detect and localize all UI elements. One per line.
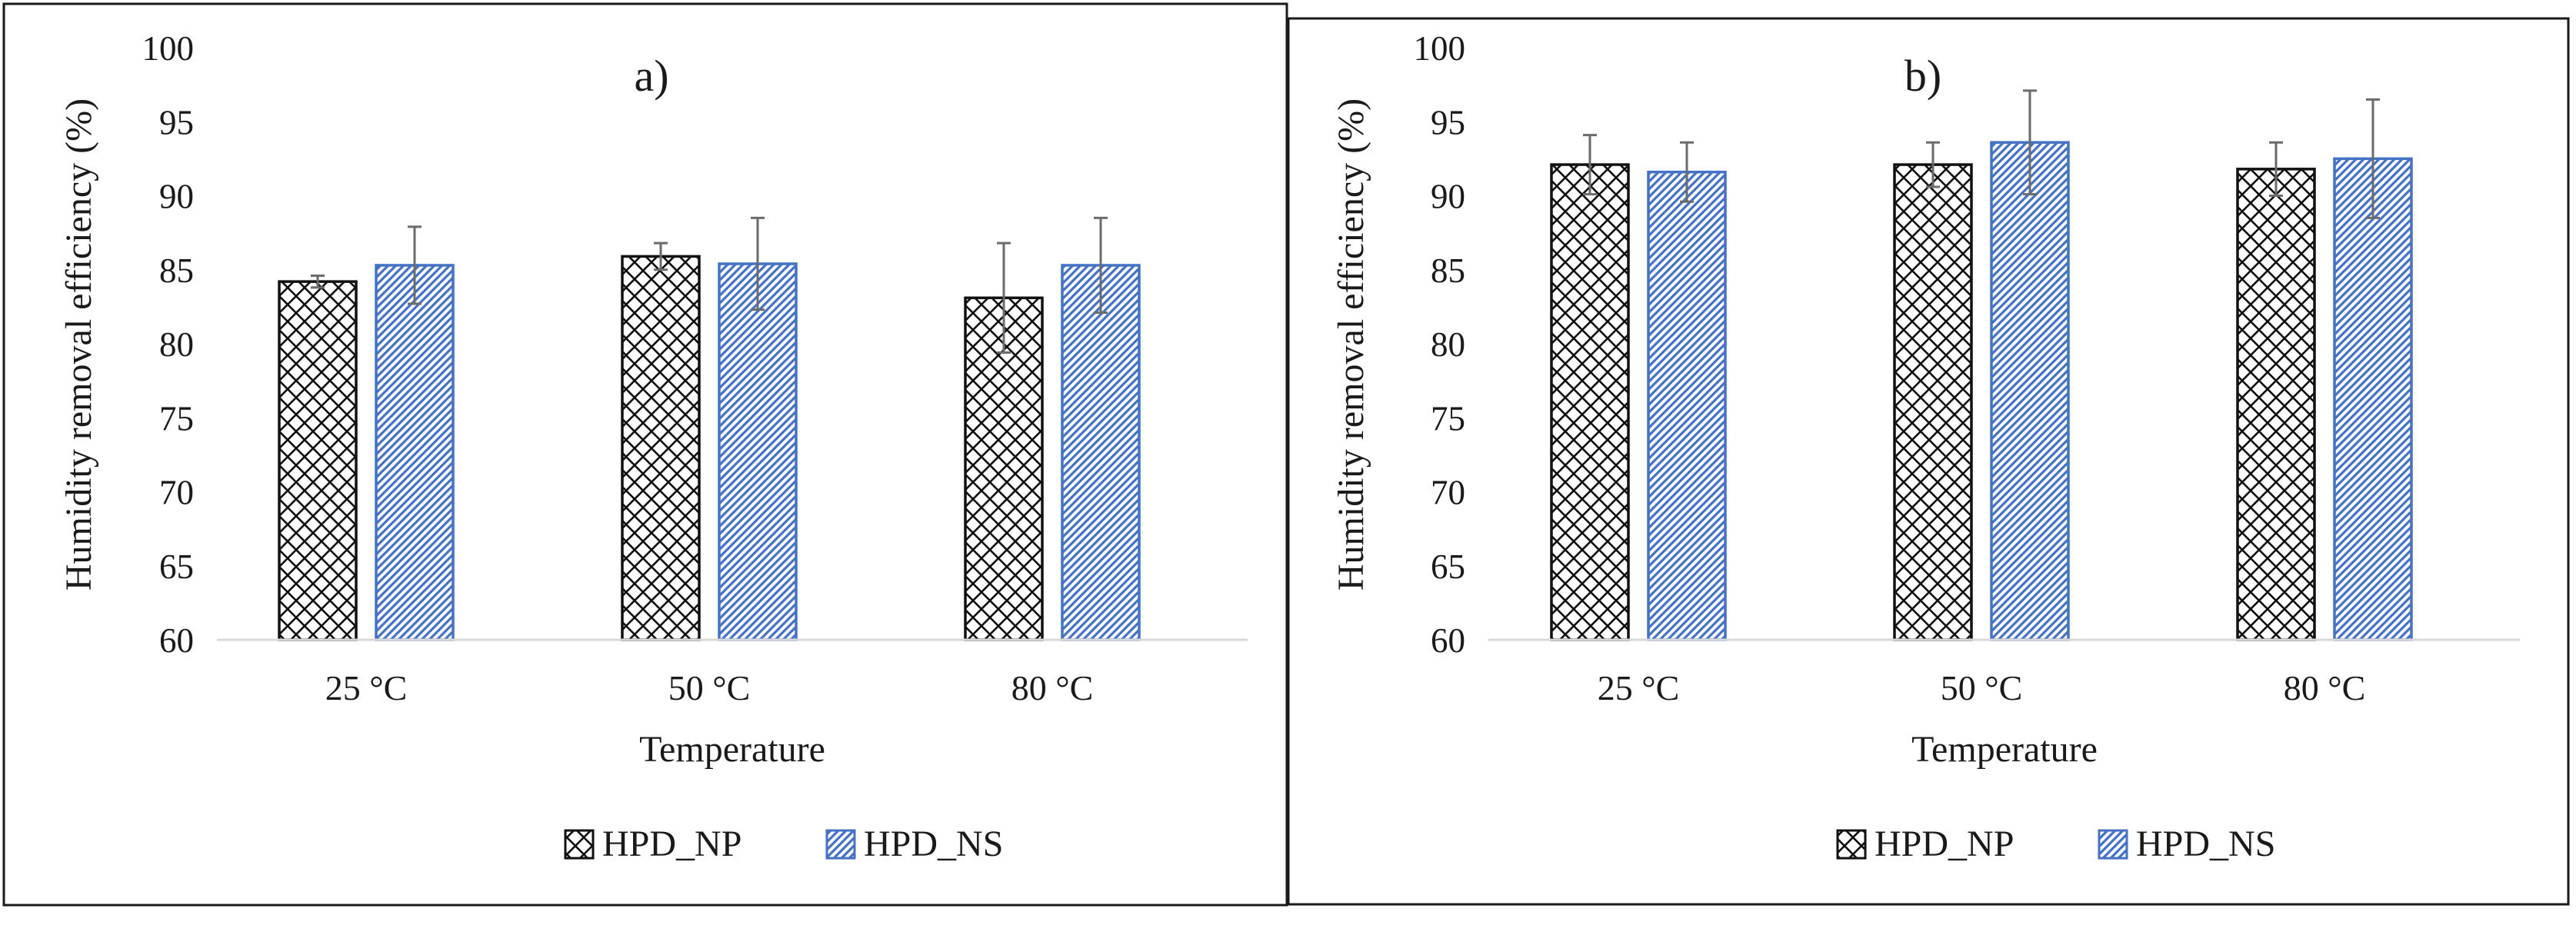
y-tick-label: 70: [159, 474, 194, 512]
legend-swatch: [825, 829, 856, 860]
legend-label: HPD_NS: [864, 824, 1003, 864]
error-bars: [1583, 89, 2380, 219]
x-axis-title: Temperature: [639, 729, 825, 770]
x-axis-title: Temperature: [1911, 729, 2098, 770]
y-tick-label: 100: [142, 29, 195, 68]
y-tick-label: 70: [1431, 474, 1465, 512]
bar-hpd-ns-1: [718, 262, 798, 641]
y-tick-label: 95: [159, 103, 194, 141]
legend-item: HPD_NS: [2098, 824, 2275, 864]
error-bar: [311, 274, 325, 289]
x-tick-label: 80 °C: [1011, 668, 1094, 707]
y-tick-label: 85: [159, 251, 194, 290]
legend-label: HPD_NP: [602, 824, 741, 864]
bar-hpd-ns-2: [1061, 264, 1141, 641]
legend: HPD_NP HPD_NS: [564, 824, 1003, 864]
y-tick-label: 90: [159, 178, 194, 216]
error-bar: [408, 225, 422, 305]
bar-hpd-ns-0: [375, 264, 455, 641]
y-tick-label: 90: [1431, 178, 1465, 216]
legend-item: HPD_NS: [825, 824, 1003, 864]
bar-hpd-ns-0: [1647, 170, 1727, 641]
y-tick-label: 80: [159, 325, 194, 364]
error-bar: [1583, 134, 1597, 196]
y-tick-label: 100: [1414, 29, 1466, 68]
legend-label: HPD_NP: [1875, 824, 2014, 864]
bar-hpd-np-1: [621, 255, 701, 641]
y-tick-label: 85: [1431, 251, 1465, 290]
x-tick-label: 25 °C: [1598, 668, 1680, 707]
y-tick-label: 65: [1431, 548, 1465, 586]
y-axis-title: Humidity removal efficiency (%): [1331, 98, 1371, 591]
error-bar: [1680, 141, 1694, 203]
error-bar: [1094, 216, 1108, 315]
y-tick-label: 80: [1431, 325, 1465, 364]
y-tick-label: 75: [1431, 399, 1465, 438]
x-tick-label: 50 °C: [668, 668, 751, 707]
bar-hpd-np-0: [278, 280, 358, 641]
bar-hpd-ns-2: [2333, 157, 2413, 641]
legend-swatch: [564, 829, 595, 860]
chart-panel-b: Humidity removal efficiency (%) b) Tempe…: [1331, 29, 2520, 864]
x-tick-label: 50 °C: [1941, 668, 2023, 707]
y-tick-label: 60: [159, 621, 194, 660]
bar-hpd-np-2: [964, 296, 1044, 641]
y-tick-label: 95: [1431, 103, 1465, 141]
y-axis-title: Humidity removal efficiency (%): [58, 98, 99, 591]
bar-marks: [1550, 141, 2413, 641]
bar-hpd-np-1: [1893, 163, 1973, 641]
y-tick-label: 75: [159, 399, 194, 438]
error-bar: [997, 241, 1011, 354]
legend-item: HPD_NP: [564, 824, 741, 864]
y-tick-label: 60: [1431, 621, 1465, 660]
legend-item: HPD_NP: [1836, 824, 2014, 864]
chart-title: b): [1905, 51, 1941, 101]
bar-hpd-ns-1: [1990, 141, 2070, 641]
error-bar: [751, 216, 765, 311]
x-tick-labels: 25 °C 50 °C 80 °C: [325, 668, 1094, 707]
error-bar: [2366, 98, 2380, 219]
x-tick-labels: 25 °C 50 °C 80 °C: [1598, 668, 2366, 707]
panel-a-frame: [2, 2, 1288, 907]
legend-swatch: [1836, 829, 1867, 860]
chart-title: a): [634, 51, 668, 101]
x-tick-label: 80 °C: [2284, 668, 2366, 707]
bar-marks: [278, 255, 1141, 641]
y-tick-label: 65: [159, 548, 194, 586]
bar-hpd-np-0: [1550, 163, 1630, 641]
chart-panel-a: Humidity removal efficiency (%) a) Tempe…: [58, 29, 1248, 864]
legend-label: HPD_NS: [2136, 824, 2275, 864]
error-bar: [654, 241, 668, 271]
y-tick-labels: 60 65 70 75 80 85 90 95 100: [142, 29, 195, 660]
error-bar: [2023, 89, 2037, 196]
panel-b-frame: [1287, 17, 2570, 906]
legend: HPD_NP HPD_NS: [1836, 824, 2275, 864]
error-bar: [2269, 141, 2283, 197]
x-tick-label: 25 °C: [325, 668, 408, 707]
legend-swatch: [2098, 829, 2128, 860]
bar-hpd-np-2: [2236, 168, 2316, 641]
error-bar: [1926, 141, 1940, 188]
y-tick-labels: 60 65 70 75 80 85 90 95 100: [1414, 29, 1466, 660]
y-axis-label: Humidity removal efficiency (%): [58, 98, 99, 591]
error-bars: [311, 216, 1108, 354]
